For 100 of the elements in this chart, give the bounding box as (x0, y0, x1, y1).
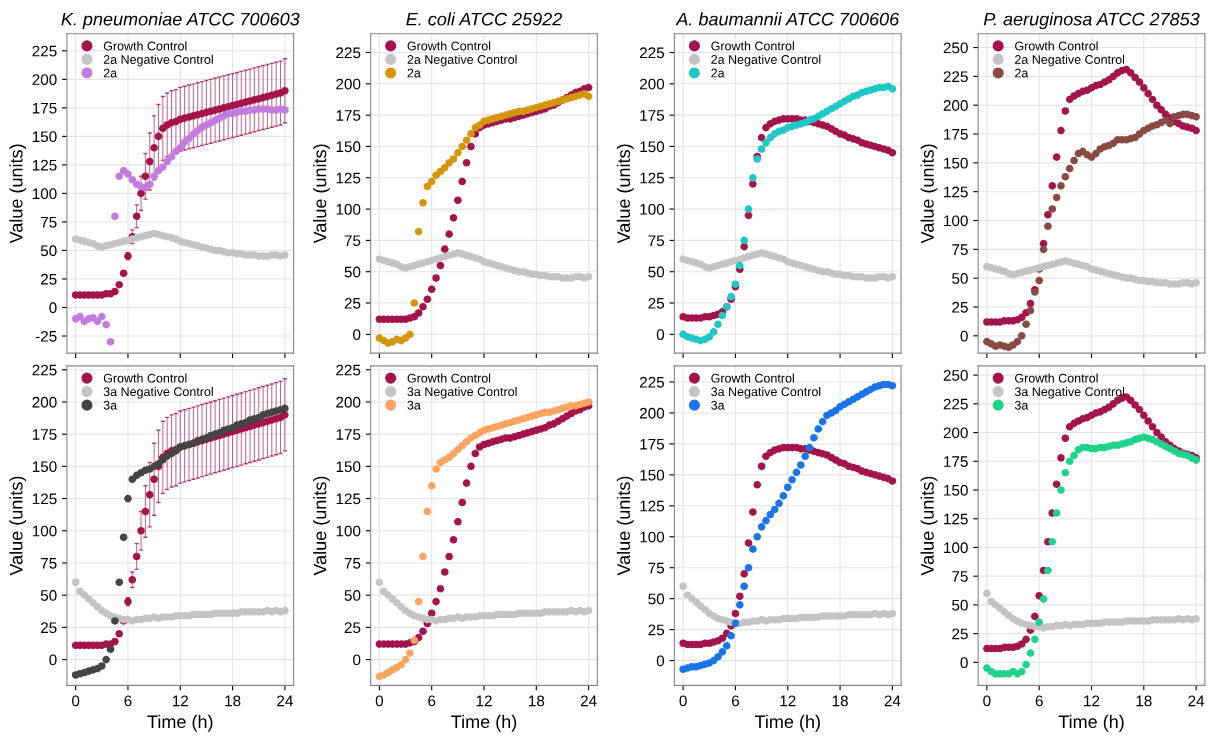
y-tick-label: 150 (640, 469, 665, 481)
y-tick-label: 100 (32, 525, 57, 537)
y-tick-label: 150 (32, 131, 57, 143)
y-tick-label: 225 (336, 364, 361, 376)
legend-label: Growth Control (1015, 41, 1098, 51)
y-tick-label: 75 (952, 571, 968, 582)
y-axis-title: Value (units) (313, 144, 330, 244)
y-tick-label: 125 (336, 172, 361, 184)
chart-title: A. baumannii ATCC 700606 (675, 12, 900, 26)
y-tick-label: 50 (344, 266, 361, 278)
y-tick-label: 50 (40, 245, 57, 257)
y-tick-label: -25 (35, 330, 57, 342)
legend-label: Growth Control (407, 373, 491, 383)
legend-label: 2a Negative Control (103, 54, 213, 67)
y-tick-label: 125 (944, 513, 968, 525)
legend-label: Growth Control (711, 41, 794, 51)
x-tick-label: 12 (1084, 695, 1100, 707)
y-tick-label: 75 (648, 562, 665, 574)
x-tick-label: 0 (375, 695, 384, 707)
y-tick-label: 125 (640, 500, 665, 512)
legend-label: 3a Negative Control (711, 386, 821, 399)
y-tick-label: 150 (944, 157, 968, 169)
y-tick-label: 150 (32, 461, 57, 473)
y-tick-label: 0 (960, 330, 968, 342)
y-tick-label: 200 (943, 100, 968, 111)
y-tick-label: 25 (952, 301, 968, 313)
y-tick-label: 50 (648, 593, 665, 605)
y-axis-title: Value (units) (920, 476, 938, 576)
x-tick-label: 0 (72, 695, 80, 707)
legend-label: 2a (103, 68, 118, 78)
x-tick-label: 18 (832, 695, 848, 707)
y-axis-title: Value (units) (616, 144, 634, 244)
y-tick-label: 0 (353, 329, 361, 341)
y-tick-label: 175 (32, 102, 57, 114)
x-axis-title: Time (h) (1058, 714, 1124, 732)
x-tick-label: 0 (983, 695, 991, 707)
y-tick-label: 225 (32, 364, 57, 376)
x-tick-label: 12 (780, 695, 796, 707)
x-tick-label: 18 (528, 695, 545, 707)
y-tick-label: 100 (944, 542, 968, 554)
y-axis-title: Value (units) (9, 476, 27, 576)
legend-label: Growth Control (103, 41, 187, 51)
legend-label: 3a (407, 400, 421, 410)
y-tick-label: 125 (944, 186, 968, 198)
y-tick-label: 25 (952, 628, 968, 640)
x-tick-label: 12 (172, 695, 188, 707)
x-tick-label: 6 (428, 695, 436, 707)
y-tick-label: 75 (648, 235, 665, 247)
y-tick-label: 100 (336, 203, 361, 215)
x-axis-title: Time (h) (451, 714, 517, 732)
y-tick-label: 0 (656, 329, 665, 341)
y-tick-label: 150 (336, 461, 361, 473)
legend-label: Growth Control (1015, 373, 1098, 383)
y-tick-label: 50 (344, 590, 361, 601)
y-tick-label: 75 (952, 244, 968, 256)
y-tick-label: 50 (40, 590, 57, 601)
x-tick-label: 18 (225, 695, 241, 707)
legend-label: 2a (1015, 68, 1029, 78)
legend-label: 2a Negative Control (407, 54, 517, 67)
y-tick-label: 200 (639, 78, 665, 90)
y-tick-label: 25 (648, 297, 665, 309)
y-tick-label: 25 (344, 622, 361, 634)
y-tick-label: 175 (640, 110, 665, 121)
x-tick-label: 24 (580, 695, 597, 707)
y-tick-label: 150 (944, 484, 968, 496)
y-tick-label: 100 (640, 203, 665, 215)
legend-label: 3a Negative Control (103, 386, 213, 399)
y-tick-label: 175 (944, 456, 968, 467)
legend-label: 2a (407, 68, 421, 78)
legend-label: Growth Control (407, 41, 491, 51)
y-tick-label: 250 (943, 42, 968, 54)
chart-title: E. coli ATCC 25922 (406, 12, 563, 26)
y-tick-label: 225 (639, 47, 665, 59)
y-tick-label: 150 (336, 141, 361, 153)
x-tick-label: 24 (1188, 695, 1205, 707)
y-tick-label: 0 (49, 302, 57, 314)
legend-label: 2a Negative Control (711, 54, 821, 67)
y-tick-label: 25 (40, 273, 57, 285)
y-tick-label: 100 (336, 525, 361, 537)
y-tick-label: 125 (32, 159, 57, 171)
y-tick-label: 225 (336, 47, 361, 59)
legend-label: 2a (711, 68, 725, 78)
x-tick-label: 24 (277, 695, 293, 707)
legend-label: 3a (103, 400, 118, 410)
x-tick-label: 0 (679, 695, 687, 707)
y-tick-label: 225 (943, 398, 968, 410)
y-tick-label: 50 (648, 266, 665, 278)
y-tick-label: 175 (640, 438, 665, 450)
chart-title: P. aeruginosa ATCC 27853 (983, 12, 1200, 30)
x-tick-label: 6 (124, 695, 132, 707)
y-tick-label: 0 (960, 657, 968, 669)
y-axis-title: Value (units) (616, 476, 634, 576)
legend-label: 2a Negative Control (1015, 54, 1125, 67)
y-tick-label: 100 (32, 188, 57, 200)
x-axis-title: Time (h) (147, 714, 213, 732)
y-tick-label: 25 (40, 622, 57, 634)
legend-label: Growth Control (711, 373, 794, 383)
legend-label: 3a (1014, 400, 1029, 410)
y-tick-label: 150 (640, 141, 665, 153)
y-tick-label: 225 (943, 71, 968, 83)
